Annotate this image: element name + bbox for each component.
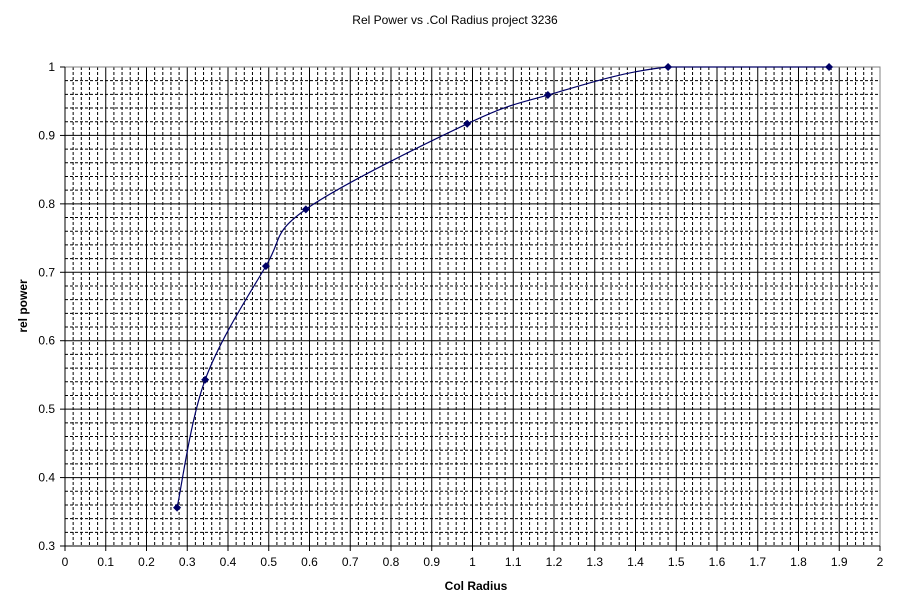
y-tick-label: 1 [48,60,55,74]
x-tick-label: 2 [877,555,884,569]
data-point-marker [664,63,673,71]
x-tick-label: 1.3 [586,555,603,569]
data-point-marker [825,63,834,71]
x-tick-label: 1.8 [790,555,807,569]
x-tick-label: 0.5 [260,555,277,569]
x-tick-label: 1.4 [627,555,644,569]
data-point-marker [173,503,182,512]
data-point-marker [463,119,472,128]
x-tick-label: 0.6 [301,555,318,569]
y-tick-label: 0.4 [38,471,55,485]
data-point-marker [301,205,310,214]
chart-title: Rel Power vs .Col Radius project 3236 [352,13,558,27]
grid [64,66,881,547]
x-axis-label: Col Radius [445,579,508,593]
y-tick-label: 0.9 [38,128,55,142]
series [173,63,834,512]
y-tick-label: 0.8 [38,197,55,211]
x-tick-label: 1.5 [668,555,685,569]
x-tick-label: 1.6 [709,555,726,569]
y-tick-label: 0.3 [38,539,55,553]
x-tick-label: 0 [62,555,69,569]
x-tick-label: 0.1 [97,555,114,569]
y-tick-label: 0.7 [38,265,55,279]
y-axis-label: rel power [16,279,30,333]
ticks: 0 0.1 0.2 0.3 0.4 0.5 0.6 0.7 0.8 0.9 1 1.1 1.2 1.3 1.… [38,60,883,569]
x-tick-label: 1.2 [546,555,563,569]
y-tick-label: 0.6 [38,334,55,348]
x-tick-label: 1.9 [831,555,848,569]
x-tick-label: 0.2 [138,555,155,569]
data-point-marker [543,91,552,100]
x-tick-label: 1.1 [505,555,522,569]
x-tick-label: 0.4 [220,555,237,569]
x-tick-label: 1 [469,555,476,569]
x-tick-label: 0.7 [342,555,359,569]
x-tick-label: 1.7 [749,555,766,569]
series-line [176,66,830,508]
data-point-marker [261,262,270,271]
x-tick-label: 0.9 [423,555,440,569]
data-point-marker [201,375,210,384]
x-tick-label: 0.8 [383,555,400,569]
y-tick-label: 0.5 [38,402,55,416]
x-tick-label: 0.3 [179,555,196,569]
